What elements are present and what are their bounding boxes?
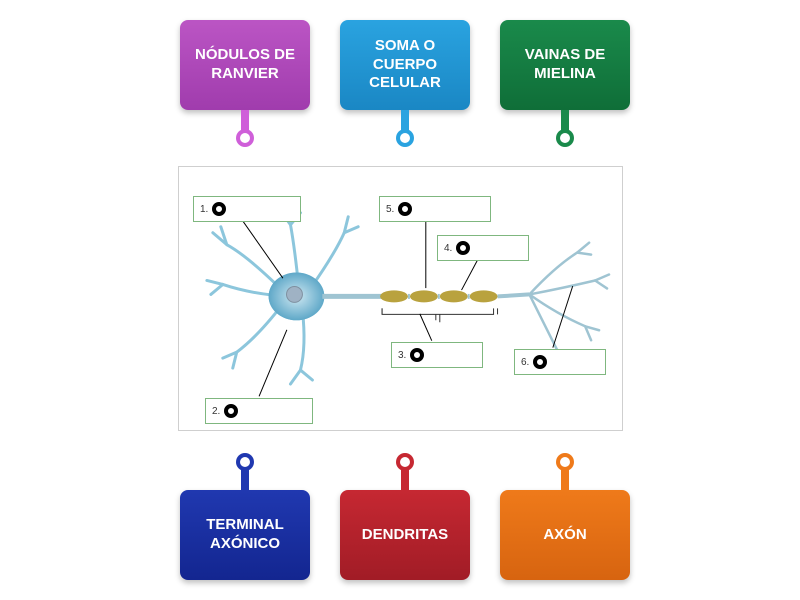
pin-icon <box>401 462 409 490</box>
pin-icon <box>241 462 249 490</box>
pin-icon <box>401 110 409 138</box>
label-card-soma[interactable]: SOMA O CUERPO CELULAR <box>340 20 470 110</box>
dropzone-number: 1. <box>200 204 208 215</box>
card-label: VAINAS DE MIELINA <box>506 46 624 84</box>
dropzone-5[interactable]: 5. <box>379 196 491 222</box>
card-label: TERMINAL AXÓNICO <box>186 516 304 554</box>
label-card-terminal-axonico[interactable]: TERMINAL AXÓNICO <box>180 490 310 580</box>
label-card-axon[interactable]: AXÓN <box>500 490 630 580</box>
dropzone-1[interactable]: 1. <box>193 196 301 222</box>
target-ring-icon <box>533 355 547 369</box>
dropzone-number: 3. <box>398 350 406 361</box>
card-label: NÓDULOS DE RANVIER <box>186 46 304 84</box>
target-ring-icon <box>224 404 238 418</box>
target-ring-icon <box>410 348 424 362</box>
dropzone-number: 6. <box>521 357 529 368</box>
dropzone-number: 5. <box>386 204 394 215</box>
dropzone-3[interactable]: 3. <box>391 342 483 368</box>
neuron-diagram: 1. 2. 3. 4. 5. 6. <box>178 166 623 431</box>
label-card-vainas-de-mielina[interactable]: VAINAS DE MIELINA <box>500 20 630 110</box>
pin-icon <box>561 110 569 138</box>
pin-icon <box>561 462 569 490</box>
card-row-bottom: TERMINAL AXÓNICO DENDRITAS AXÓN <box>180 490 630 580</box>
dropzone-number: 2. <box>212 406 220 417</box>
dropzone-6[interactable]: 6. <box>514 349 606 375</box>
target-ring-icon <box>398 202 412 216</box>
card-label: DENDRITAS <box>362 526 448 545</box>
pin-icon <box>241 110 249 138</box>
label-card-dendritas[interactable]: DENDRITAS <box>340 490 470 580</box>
target-ring-icon <box>212 202 226 216</box>
card-label: SOMA O CUERPO CELULAR <box>346 37 464 93</box>
target-ring-icon <box>456 241 470 255</box>
card-label: AXÓN <box>543 526 586 545</box>
dropzone-2[interactable]: 2. <box>205 398 313 424</box>
card-row-top: NÓDULOS DE RANVIER SOMA O CUERPO CELULAR… <box>180 20 630 110</box>
dropzone-4[interactable]: 4. <box>437 235 529 261</box>
dropzone-number: 4. <box>444 243 452 254</box>
label-card-nodulos-de-ranvier[interactable]: NÓDULOS DE RANVIER <box>180 20 310 110</box>
